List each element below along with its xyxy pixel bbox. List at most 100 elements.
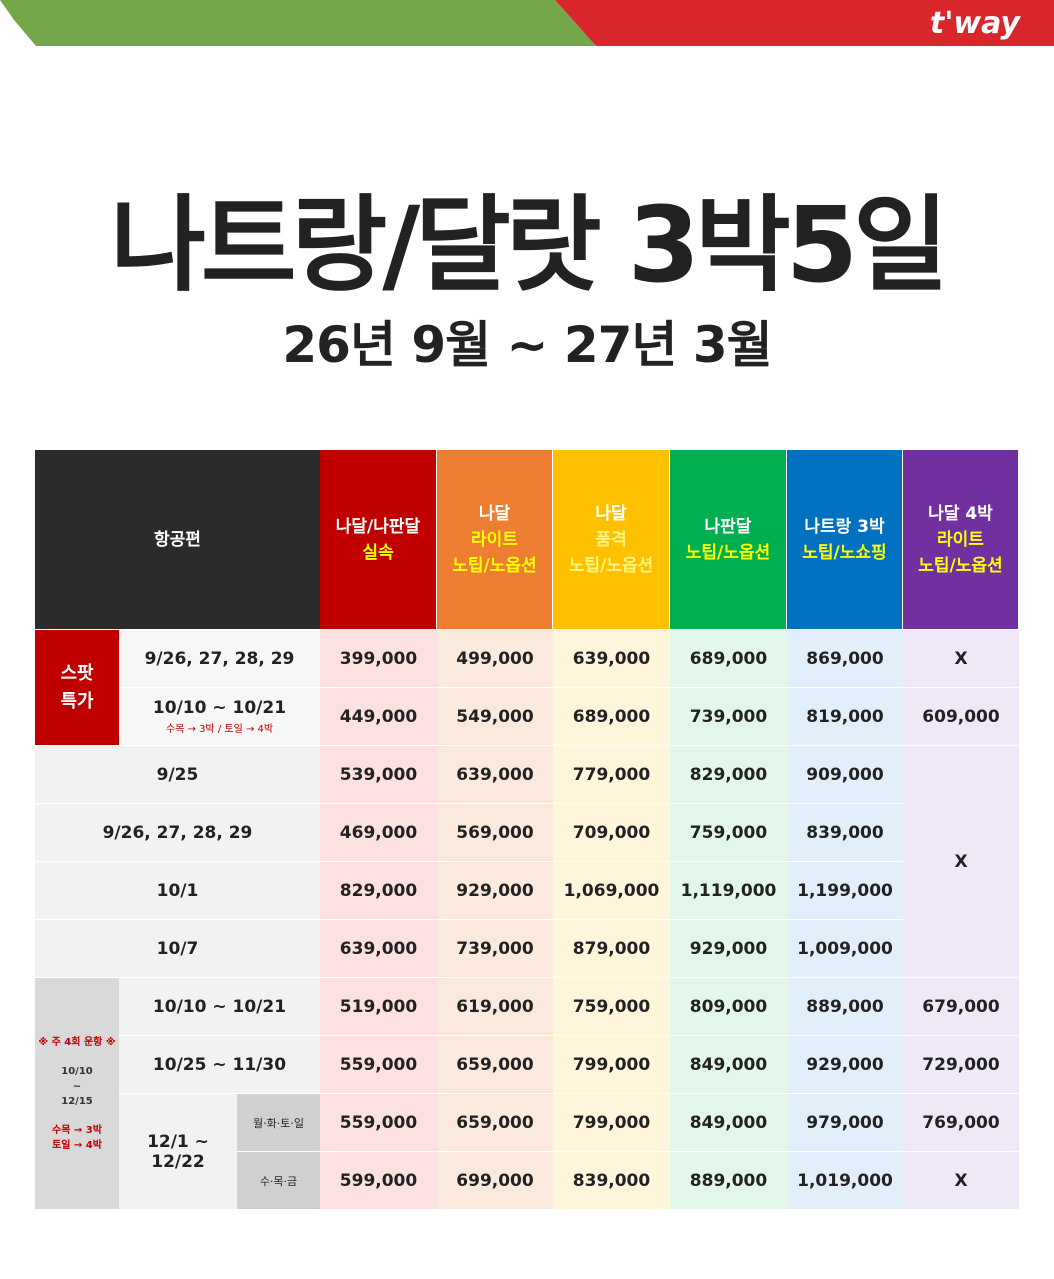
section-label-line: 스팟 <box>60 662 94 684</box>
subtitle: 26년 9월 ~ 27년 3월 <box>282 316 772 374</box>
header-line: 노팁/노옵션 <box>568 555 654 576</box>
price-cell: 699,000 <box>437 1152 553 1210</box>
price-cell: 929,000 <box>670 920 787 978</box>
price-cell: 659,000 <box>437 1036 553 1094</box>
price: 559,000 <box>339 1054 418 1075</box>
section-label-line: 토일 → 4박 <box>52 1139 102 1151</box>
brand-logo: t'way <box>930 6 1022 41</box>
price-cell: 449,000 <box>320 688 437 746</box>
price: 679,000 <box>922 996 1000 1017</box>
days: 수·목·금 <box>259 1174 298 1188</box>
price-cell: 1,009,000 <box>787 920 903 978</box>
price-cell: 829,000 <box>320 862 437 920</box>
price: 689,000 <box>572 706 651 727</box>
date-cell: 10/7 <box>35 920 320 978</box>
dates: 12/1 ~ 12/22 <box>147 1131 209 1172</box>
date-cell: 10/1 <box>35 862 320 920</box>
date-cell: 9/26, 27, 28, 29 <box>119 630 320 688</box>
price-cell-merged: X <box>903 746 1019 978</box>
price-cell: 659,000 <box>437 1094 553 1152</box>
price-cell: 929,000 <box>787 1036 903 1094</box>
price: 829,000 <box>689 764 768 785</box>
price-cell: 569,000 <box>437 804 553 862</box>
price-cell: 739,000 <box>437 920 553 978</box>
price: 929,000 <box>806 1054 884 1075</box>
date-cell: 10/10 ~ 10/21 수목 → 3박 / 토일 → 4박 <box>119 688 320 746</box>
header-line: 라이트 <box>471 529 518 550</box>
price: 739,000 <box>689 706 768 727</box>
price: 879,000 <box>572 938 651 959</box>
price: 979,000 <box>806 1112 884 1133</box>
price-cell: 469,000 <box>320 804 437 862</box>
price-cell: 829,000 <box>670 746 787 804</box>
price: 759,000 <box>689 822 768 843</box>
price-cell: 729,000 <box>903 1036 1019 1094</box>
price: 689,000 <box>689 648 768 669</box>
dates: 9/26, 27, 28, 29 <box>144 648 295 669</box>
price-cell: 799,000 <box>553 1094 670 1152</box>
price: 499,000 <box>456 648 534 669</box>
header-product: 나달 4박 라이트 노팁/노옵션 <box>903 450 1019 630</box>
price: 929,000 <box>456 880 534 901</box>
header-line: 나판달 <box>704 516 752 537</box>
banner-red <box>555 0 1054 46</box>
date-cell: 9/25 <box>35 746 320 804</box>
header-line: 실속 <box>362 542 394 563</box>
header-line: 나달 <box>478 503 511 524</box>
price: 799,000 <box>572 1054 651 1075</box>
section-label: 스팟 특가 <box>35 630 119 746</box>
price: 809,000 <box>689 996 768 1017</box>
price-cell: 689,000 <box>670 630 787 688</box>
price-cell: 979,000 <box>787 1094 903 1152</box>
price: 799,000 <box>572 1112 651 1133</box>
price: 1,019,000 <box>797 1170 893 1191</box>
price-cell: 879,000 <box>553 920 670 978</box>
price-cell: 639,000 <box>437 746 553 804</box>
date-cell: 9/26, 27, 28, 29 <box>35 804 320 862</box>
price: 599,000 <box>339 1170 418 1191</box>
price-cell: 499,000 <box>437 630 553 688</box>
section-label-line: 10/10 <box>61 1065 93 1077</box>
header-line: 라이트 <box>937 529 984 550</box>
price-cell: 759,000 <box>553 978 670 1036</box>
price: 449,000 <box>339 706 418 727</box>
section-label: ※ 주 4회 운항 ※ 10/10 ~12/15 수목 → 3박 토일 → 4박 <box>35 978 119 1210</box>
price-cell: 809,000 <box>670 978 787 1036</box>
date-cell: 12/1 ~ 12/22 <box>119 1094 237 1210</box>
header-line: 나달/나판달 <box>335 516 421 537</box>
header-line: 노팁/노옵션 <box>685 542 771 563</box>
price-cell: 639,000 <box>553 630 670 688</box>
header-flight: 항공편 <box>35 450 320 630</box>
price-cell: 549,000 <box>437 688 553 746</box>
price: 729,000 <box>922 1054 1000 1075</box>
price: 909,000 <box>806 764 884 785</box>
price: 739,000 <box>456 938 534 959</box>
days-cell: 월·화·토·일 <box>237 1094 320 1152</box>
section-label-line: ※ 주 4회 운항 ※ <box>38 1036 116 1048</box>
header-line: 노팁/노옵션 <box>452 555 537 576</box>
price-cell: 399,000 <box>320 630 437 688</box>
price: 639,000 <box>456 764 534 785</box>
price: 839,000 <box>806 822 884 843</box>
dates: 9/26, 27, 28, 29 <box>102 822 253 843</box>
price-cell: 799,000 <box>553 1036 670 1094</box>
price-cell: 739,000 <box>670 688 787 746</box>
price: 639,000 <box>572 648 651 669</box>
date-cell: 10/10 ~ 10/21 <box>119 978 320 1036</box>
price-cell: X <box>903 1152 1019 1210</box>
price-cell: 759,000 <box>670 804 787 862</box>
header-text: 항공편 <box>154 529 201 550</box>
price-cell: 709,000 <box>553 804 670 862</box>
price: 889,000 <box>806 996 884 1017</box>
dates: 10/10 ~ 10/21 <box>152 996 287 1017</box>
price-cell: 849,000 <box>670 1036 787 1094</box>
price-cell: X <box>903 630 1019 688</box>
price: 559,000 <box>339 1112 418 1133</box>
price-cell: 1,019,000 <box>787 1152 903 1210</box>
price: 1,119,000 <box>680 880 777 901</box>
price: 549,000 <box>456 706 534 727</box>
section-label-line: 12/15 <box>61 1095 93 1107</box>
price-cell: 1,119,000 <box>670 862 787 920</box>
